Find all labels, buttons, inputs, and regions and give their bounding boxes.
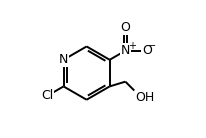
Text: N: N [59, 53, 68, 66]
Text: Cl: Cl [41, 89, 54, 102]
Text: −: − [148, 41, 156, 51]
Text: +: + [128, 41, 136, 51]
Text: O: O [142, 44, 152, 57]
Text: O: O [121, 21, 131, 34]
Text: N: N [121, 44, 130, 57]
Text: OH: OH [135, 91, 154, 104]
